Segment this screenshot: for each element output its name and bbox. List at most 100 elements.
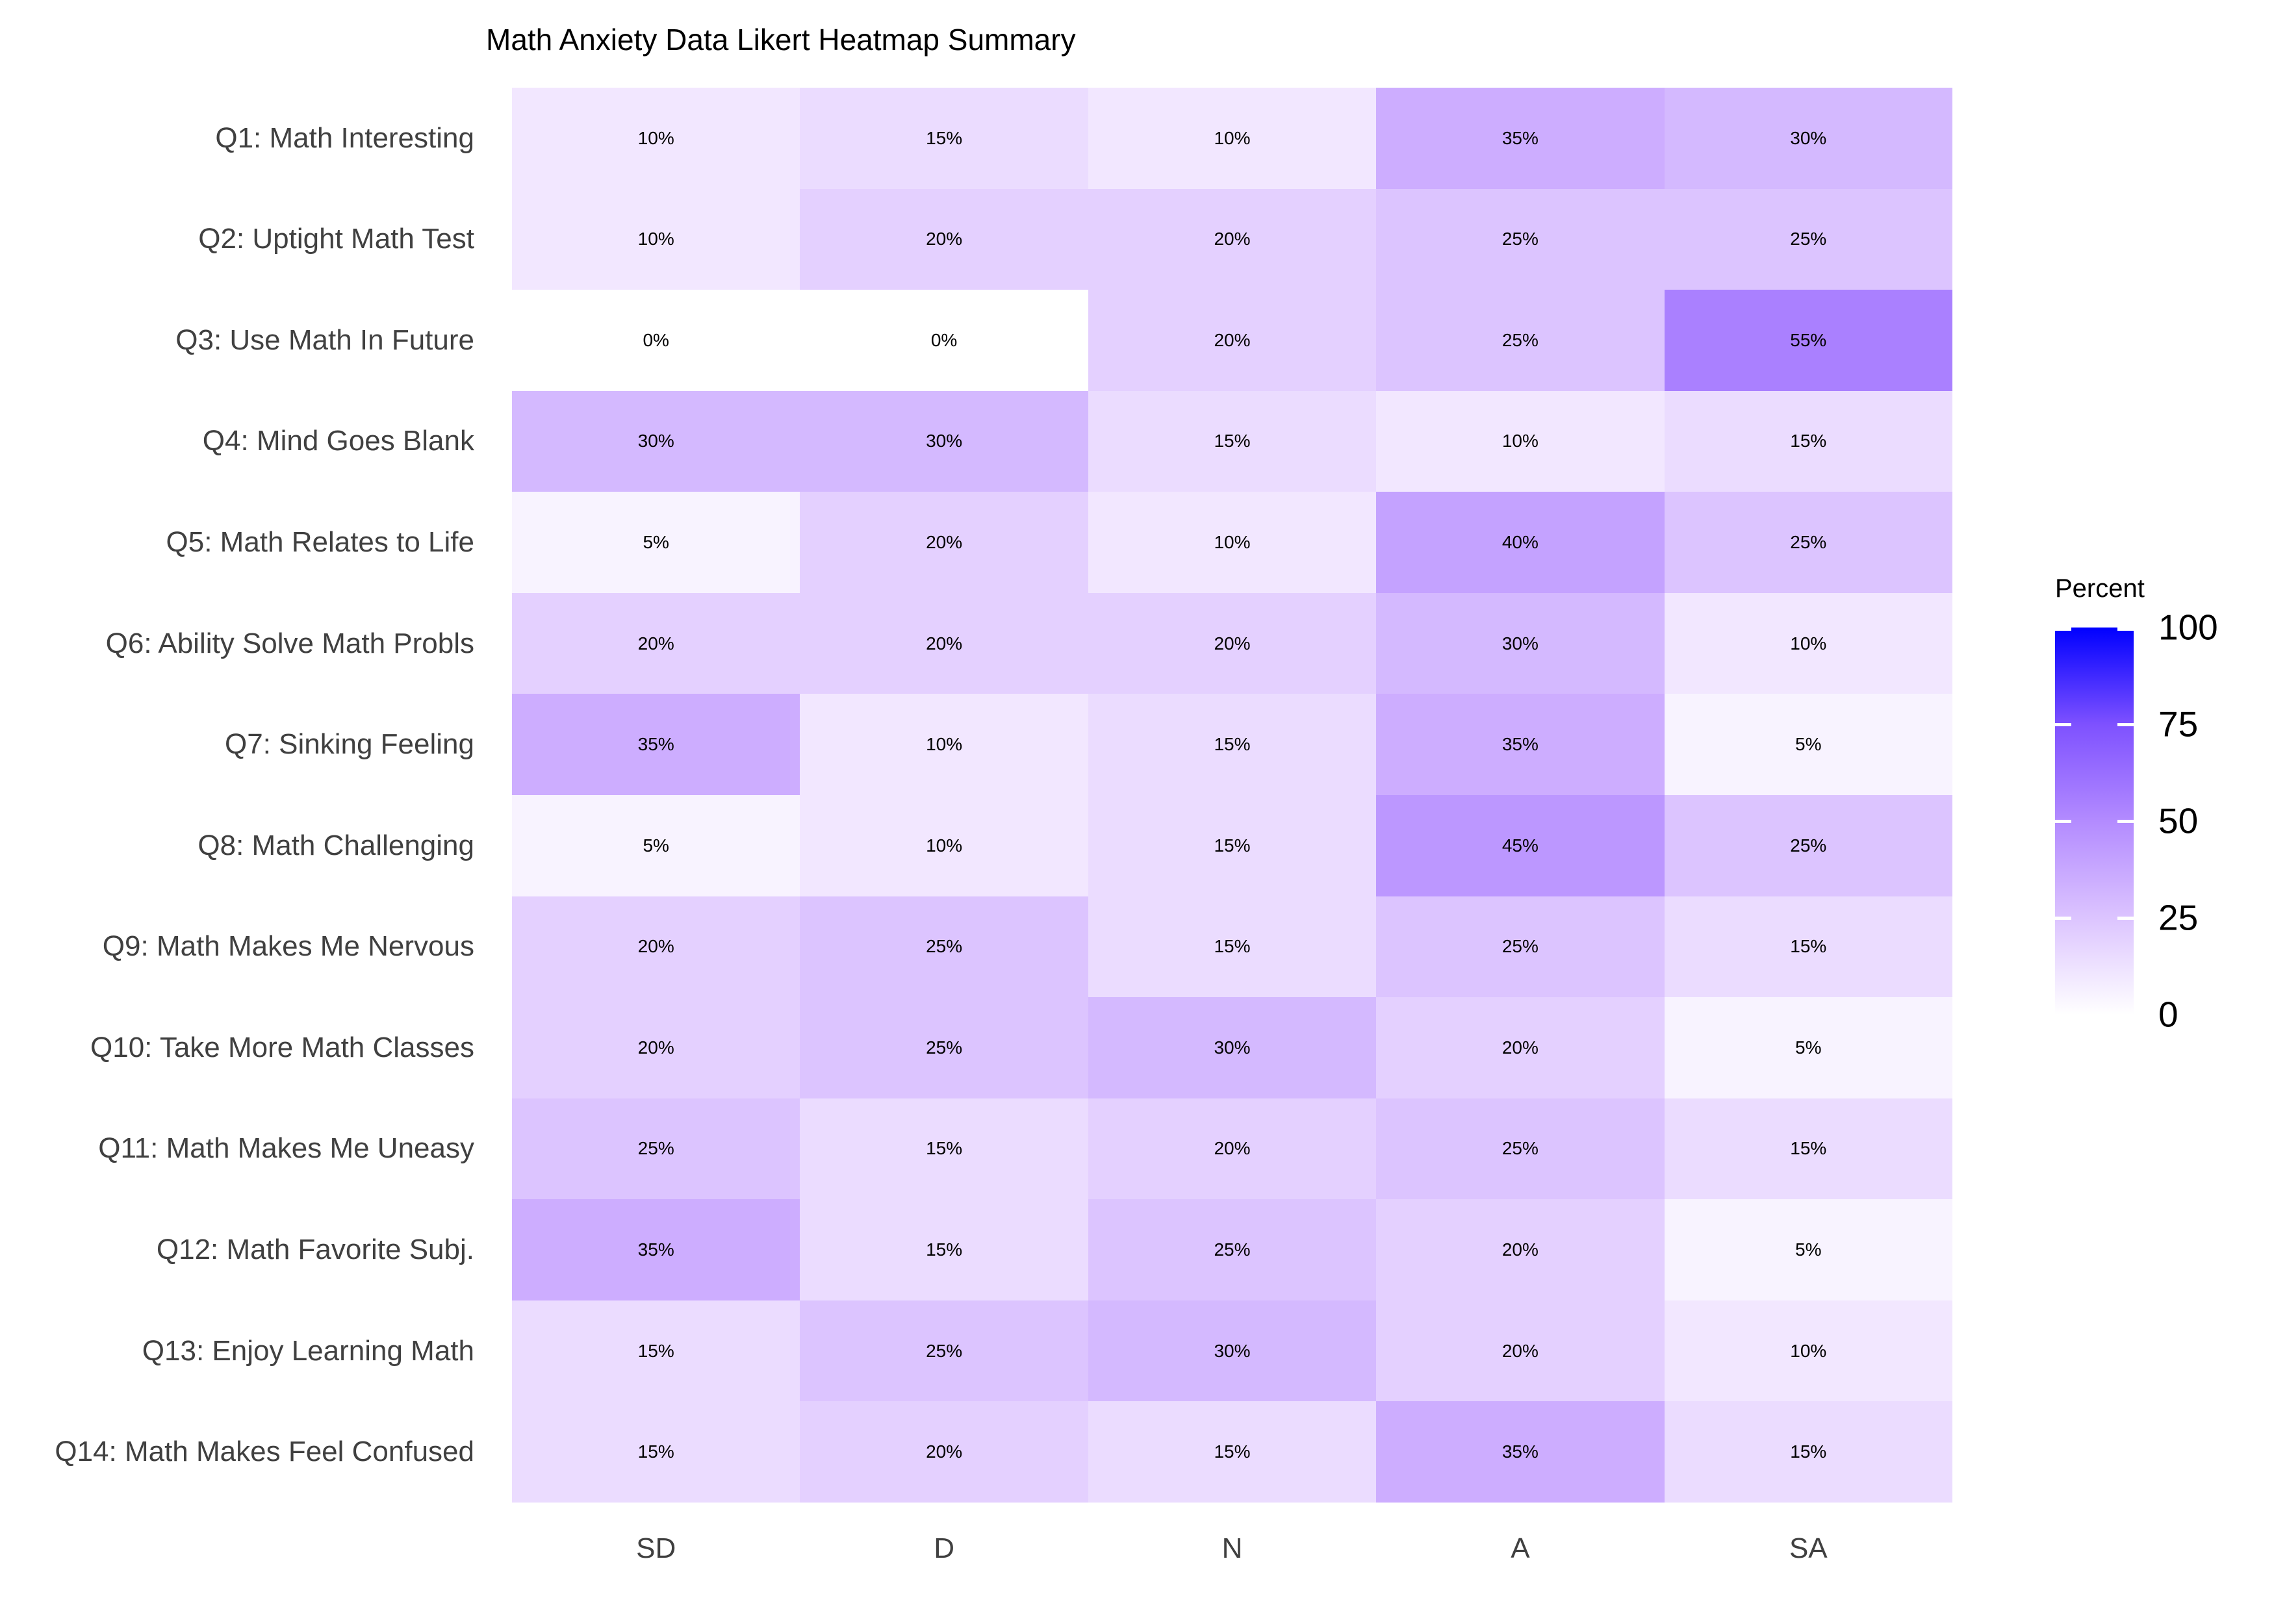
cell-value: 15%: [1790, 1138, 1827, 1159]
heatmap-cell: 5%: [1664, 1199, 1952, 1300]
heatmap-cell: 20%: [1376, 997, 1665, 1098]
heatmap-cell: 35%: [512, 694, 800, 795]
legend-tick-mark: [2055, 723, 2071, 726]
heatmap-cell: 15%: [1088, 794, 1377, 896]
heatmap-cell: 30%: [1664, 88, 1952, 189]
heatmap-cell: 5%: [512, 492, 800, 593]
y-axis-label: Q10: Take More Math Classes: [90, 1031, 474, 1063]
cell-value: 10%: [1214, 532, 1251, 553]
heatmap-cell: 20%: [800, 592, 1088, 694]
heatmap-cell: 20%: [1088, 188, 1377, 290]
x-axis-label: SA: [1789, 1532, 1828, 1564]
heatmap-cell: 5%: [512, 794, 800, 896]
cell-value: 25%: [926, 1037, 963, 1058]
heatmap-cell: 15%: [800, 88, 1088, 189]
legend-tick-label: 50: [2158, 800, 2199, 841]
cell-value: 0%: [643, 329, 669, 350]
cell-value: 15%: [926, 1239, 963, 1260]
heatmap-cell: 35%: [1376, 694, 1665, 795]
heatmap-cell: 20%: [1376, 1199, 1665, 1300]
cell-value: 25%: [1501, 1138, 1539, 1159]
heatmap-cell: 20%: [1088, 592, 1377, 694]
cell-value: 15%: [1214, 835, 1251, 856]
heatmap-cell: 20%: [1088, 1098, 1377, 1200]
cell-value: 5%: [1795, 1239, 1822, 1260]
y-axis-label: Q8: Math Challenging: [198, 829, 474, 861]
cell-value: 20%: [1501, 1239, 1539, 1260]
cell-value: 25%: [1790, 229, 1827, 249]
cell-value: 15%: [637, 1441, 674, 1462]
heatmap-cell: 20%: [512, 592, 800, 694]
heatmap-cell: 25%: [1664, 492, 1952, 593]
y-axis-label: Q12: Math Favorite Subj.: [156, 1234, 474, 1266]
cell-value: 20%: [926, 1441, 963, 1462]
heatmap-cell: 35%: [1376, 88, 1665, 189]
legend: Percent 100 75 50 25 0: [2055, 576, 2274, 1043]
cell-value: 5%: [1795, 1037, 1822, 1058]
legend-title: Percent: [2055, 574, 2145, 603]
chart-title: Math Anxiety Data Likert Heatmap Summary: [486, 23, 1076, 57]
cell-value: 20%: [637, 1037, 674, 1058]
cell-value: 5%: [643, 835, 669, 856]
heatmap-cell: 15%: [512, 1401, 800, 1503]
cell-value: 10%: [637, 127, 674, 148]
cell-value: 15%: [926, 127, 963, 148]
legend-tick-mark: [2117, 628, 2134, 631]
cell-value: 30%: [1214, 1037, 1251, 1058]
heatmap-cell: 30%: [1088, 997, 1377, 1098]
cell-value: 5%: [1795, 734, 1822, 755]
heatmap-cell: 30%: [1088, 1300, 1377, 1402]
y-axis-label: Q3: Use Math In Future: [175, 324, 474, 356]
cell-value: 15%: [1790, 1441, 1827, 1462]
y-axis-labels: Q1: Math Interesting Q2: Uptight Math Tes…: [0, 88, 474, 1503]
x-axis-label: A: [1511, 1532, 1530, 1564]
cell-value: 25%: [1501, 329, 1539, 350]
heatmap-cell: 20%: [800, 492, 1088, 593]
heatmap-grid: 10% 15% 10% 35% 30% 10% 20% 20% 25% 25% 0% 0% 20% 25%…: [512, 88, 1952, 1503]
cell-value: 20%: [637, 633, 674, 653]
y-axis-label: Q5: Math Relates to Life: [166, 526, 474, 559]
x-axis-labels: SD D N A SA: [512, 1528, 1952, 1569]
cell-value: 25%: [1214, 1239, 1251, 1260]
cell-value: 20%: [1214, 633, 1251, 653]
legend-tick-label: 25: [2158, 897, 2199, 938]
cell-value: 10%: [1790, 1340, 1827, 1361]
cell-value: 15%: [1214, 936, 1251, 957]
cell-value: 30%: [1214, 1340, 1251, 1361]
heatmap-cell: 10%: [512, 188, 800, 290]
x-axis-label: SD: [636, 1532, 676, 1564]
heatmap-cell: 15%: [1088, 390, 1377, 492]
y-axis-label: Q6: Ability Solve Math Probls: [105, 627, 474, 659]
heatmap-cell: 0%: [512, 290, 800, 391]
cell-value: 10%: [637, 229, 674, 249]
x-axis-label: D: [934, 1532, 954, 1564]
cell-value: 15%: [1790, 431, 1827, 451]
cell-value: 30%: [926, 431, 963, 451]
heatmap-cell: 10%: [800, 694, 1088, 795]
cell-value: 20%: [637, 936, 674, 957]
heatmap-cell: 15%: [800, 1199, 1088, 1300]
heatmap-cell: 10%: [512, 88, 800, 189]
heatmap-cell: 55%: [1664, 290, 1952, 391]
heatmap-cell: 15%: [1088, 1401, 1377, 1503]
heatmap-cell: 45%: [1376, 794, 1665, 896]
heatmap-cell: 10%: [1664, 1300, 1952, 1402]
heatmap-cell: 30%: [800, 390, 1088, 492]
cell-value: 30%: [637, 431, 674, 451]
cell-value: 20%: [1214, 229, 1251, 249]
cell-value: 20%: [926, 229, 963, 249]
cell-value: 10%: [926, 734, 963, 755]
cell-value: 15%: [1790, 936, 1827, 957]
heatmap-cell: 10%: [1088, 492, 1377, 593]
cell-value: 25%: [1790, 532, 1827, 553]
y-axis-label: Q7: Sinking Feeling: [225, 728, 474, 761]
heatmap-cell: 25%: [1088, 1199, 1377, 1300]
legend-tick-mark: [2055, 628, 2071, 631]
heatmap-cell: 15%: [1664, 1401, 1952, 1503]
cell-value: 45%: [1501, 835, 1539, 856]
cell-value: 25%: [1501, 936, 1539, 957]
cell-value: 35%: [1501, 127, 1539, 148]
legend-tick-label: 0: [2158, 994, 2178, 1035]
y-axis-label: Q1: Math Interesting: [215, 121, 474, 154]
heatmap-cell: 20%: [512, 896, 800, 998]
